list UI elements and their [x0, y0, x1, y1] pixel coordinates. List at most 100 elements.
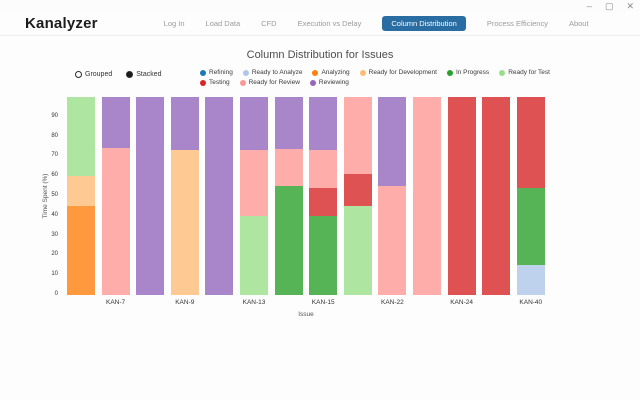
legend-dot-icon	[309, 79, 316, 86]
bar-segment-ready-for-development[interactable]	[67, 176, 95, 206]
bar-segment-ready-to-analyze[interactable]	[516, 265, 545, 295]
stacked-bar[interactable]	[205, 97, 234, 295]
bar-segment-ready-for-review[interactable]	[343, 97, 372, 175]
nav-item-process-efficiency[interactable]: Process Efficiency	[486, 19, 548, 28]
y-tick-label: 50	[51, 192, 58, 198]
bar-segment-ready-for-test[interactable]	[343, 205, 372, 295]
bar-segment-reviewing[interactable]	[309, 97, 338, 151]
legend-label: Ready for Development	[368, 69, 437, 76]
bar-segment-ready-for-review[interactable]	[101, 148, 130, 295]
nav-item-execution-vs-delay[interactable]: Execution vs Delay	[297, 19, 362, 28]
y-tick-label: 40	[51, 211, 58, 218]
x-tick-label: KAN-13	[242, 299, 266, 306]
radio-circle-icon	[126, 71, 134, 78]
bar-segment-in-progress[interactable]	[516, 188, 545, 266]
legend-label: Ready to Analyze	[251, 69, 303, 76]
legend-dot-icon	[312, 69, 319, 76]
bar-segment-reviewing[interactable]	[205, 97, 234, 295]
nav-item-column-distribution[interactable]: Column Distribution	[382, 16, 466, 31]
legend-item-in-progress[interactable]: In Progress	[446, 69, 490, 76]
legend-item-testing[interactable]: Testing	[200, 79, 230, 86]
bar-segment-ready-for-review[interactable]	[274, 148, 303, 187]
app-brand: Kanalyzer	[25, 15, 98, 32]
legend-label: Ready for Test	[508, 69, 550, 76]
chart-title: Column Distribution for Issues	[246, 49, 394, 61]
bar-segment-analyzing[interactable]	[67, 205, 95, 295]
stacked-bar-kan-40[interactable]	[516, 97, 545, 295]
bar-segment-ready-for-review[interactable]	[413, 97, 441, 295]
mode-radio-label: Stacked	[136, 71, 162, 78]
bar-segment-reviewing[interactable]	[170, 97, 199, 151]
bar-segment-ready-for-test[interactable]	[67, 97, 95, 177]
x-axis: KAN-7 KAN-9 KAN-13 KAN-15 KAN-22 KAN-24 KAN-40	[64, 299, 548, 309]
legend-item-ready-to-analyze[interactable]: Ready to Analyze	[242, 69, 303, 76]
chart-mode-radios: Grouped Stacked	[75, 71, 162, 78]
maximize-icon[interactable]: ▢	[604, 1, 614, 11]
nav-item-log-in[interactable]: Log In	[163, 19, 185, 28]
x-tick-label: KAN-7	[106, 299, 126, 306]
stacked-bar-kan-24[interactable]	[447, 97, 476, 295]
x-tick-label: KAN-22	[381, 299, 404, 306]
legend-label: Reviewing	[318, 79, 349, 86]
x-tick-label: KAN-15	[311, 299, 335, 306]
legend-item-refining[interactable]: Refining	[200, 69, 233, 76]
x-tick-label: KAN-40	[519, 299, 543, 306]
x-tick-label: KAN-9	[175, 299, 195, 306]
bar-segment-reviewing[interactable]	[378, 97, 407, 187]
legend-item-reviewing[interactable]: Reviewing	[309, 79, 349, 86]
legend-item-ready-for-test[interactable]: Ready for Test	[499, 69, 550, 76]
mode-radio-grouped[interactable]: Grouped	[75, 71, 112, 78]
stacked-bar-kan-13[interactable]	[240, 97, 268, 295]
minimize-icon[interactable]: –	[586, 1, 592, 11]
bar-segment-reviewing[interactable]	[136, 97, 165, 295]
bar-segment-in-progress[interactable]	[309, 215, 338, 295]
bar-segment-ready-for-development[interactable]	[170, 150, 199, 295]
bar-segment-reviewing[interactable]	[274, 97, 303, 149]
bar-segment-testing[interactable]	[343, 174, 372, 206]
legend-dot-icon	[499, 69, 506, 76]
bar-segment-reviewing[interactable]	[101, 97, 130, 149]
mode-radio-stacked[interactable]: Stacked	[126, 71, 162, 78]
close-icon[interactable]: ✕	[626, 1, 634, 11]
nav-item-about[interactable]: About	[568, 19, 589, 28]
legend-item-analyzing[interactable]: Analyzing	[312, 69, 350, 76]
stacked-bar[interactable]	[67, 97, 95, 295]
y-tick-label: 70	[51, 152, 58, 159]
plot-area	[64, 97, 548, 295]
main-nav: Log In Load Data CFD Execution vs Delay Colu…	[164, 16, 589, 31]
legend-dot-icon	[242, 69, 249, 76]
bar-segment-testing[interactable]	[309, 188, 338, 216]
nav-item-load-data[interactable]: Load Data	[205, 19, 241, 28]
bar-segment-reviewing[interactable]	[240, 97, 268, 151]
nav-item-cfd[interactable]: CFD	[261, 19, 277, 28]
bar-segment-testing[interactable]	[482, 97, 511, 295]
y-tick-label: 80	[51, 132, 58, 139]
y-tick-label: 0	[54, 291, 58, 297]
legend-label: Testing	[209, 79, 230, 86]
legend-label: Analyzing	[321, 69, 350, 76]
stacked-bar[interactable]	[274, 97, 303, 295]
stacked-bar-kan-9[interactable]	[170, 97, 199, 295]
bar-segment-ready-for-test[interactable]	[240, 215, 268, 295]
legend-item-ready-for-review[interactable]: Ready for Review	[239, 79, 300, 86]
app-header: Kanalyzer Log In Load Data CFD Execution vs…	[0, 12, 640, 36]
stacked-bar[interactable]	[482, 97, 511, 295]
stacked-bar[interactable]	[343, 97, 372, 295]
bar-segment-testing[interactable]	[516, 97, 545, 189]
stacked-bar[interactable]	[413, 97, 441, 295]
legend-dot-icon	[200, 79, 206, 86]
stacked-bar-kan-7[interactable]	[101, 97, 130, 295]
legend-item-ready-for-development[interactable]: Ready for Development	[359, 69, 437, 76]
bar-segment-ready-for-review[interactable]	[309, 150, 338, 189]
bar-segment-ready-for-review[interactable]	[378, 186, 407, 295]
stacked-bar-kan-15[interactable]	[309, 97, 338, 295]
legend-label: In Progress	[455, 69, 490, 76]
stacked-bar-kan-22[interactable]	[378, 97, 407, 295]
y-tick-label: 60	[51, 172, 58, 179]
bar-segment-ready-for-review[interactable]	[240, 150, 268, 216]
legend-dot-icon	[200, 69, 206, 76]
bar-segment-testing[interactable]	[447, 97, 476, 295]
stacked-bar[interactable]	[136, 97, 165, 295]
bar-segment-in-progress[interactable]	[274, 186, 303, 295]
